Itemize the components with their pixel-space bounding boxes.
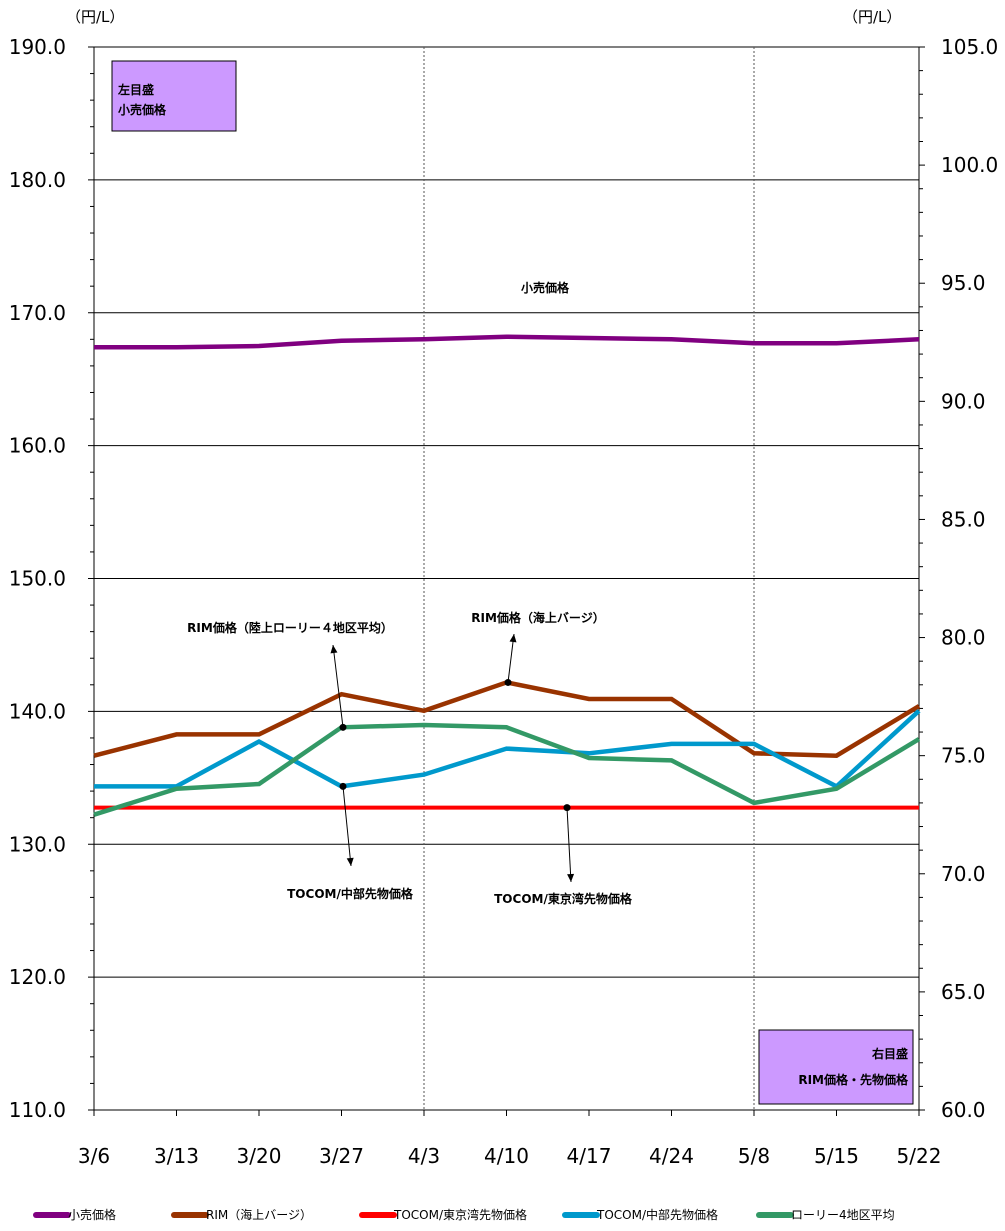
legend-label: RIM（海上バージ） (206, 1207, 312, 1222)
left-axis-box-line2: 小売価格 (118, 102, 167, 117)
left-tick-label: 180.0 (9, 168, 66, 192)
series-line (93, 722, 921, 817)
annotation-label: TOCOM/東京湾先物価格 (494, 891, 633, 906)
left-tick-label: 160.0 (9, 434, 66, 458)
legend-label: ローリー4地区平均 (791, 1208, 895, 1222)
right-tick-label: 85.0 (941, 507, 986, 531)
series-line (94, 334, 920, 350)
right-tick-label: 95.0 (941, 271, 986, 295)
left-tick-label: 170.0 (9, 301, 66, 325)
right-tick-label: 60.0 (941, 1098, 986, 1122)
annotation-arrow-line (342, 786, 352, 867)
x-tick-label: 5/15 (814, 1144, 859, 1168)
legend-label: TOCOM/東京湾先物価格 (393, 1207, 527, 1222)
legend-item: TOCOM/中部先物価格 (562, 1207, 718, 1222)
legend-item: 小売価格 (33, 1207, 116, 1222)
left-tick-label: 130.0 (9, 832, 66, 856)
axes: 110.0 120.0 130.0 140.0 150.0 160.0 170.0 180.0… (9, 35, 999, 1168)
legend: 小売価格 RIM（海上バージ） TOCOM/東京湾先物価格 TOCOM/中部先物価格 ロ… (33, 1207, 895, 1222)
series-line (93, 680, 921, 758)
left-tick-label: 150.0 (9, 567, 66, 591)
right-axis-box-line1: 右目盛 (871, 1046, 908, 1061)
right-tick-label: 105.0 (941, 35, 998, 59)
series-line (94, 709, 921, 790)
right-axis-box-line2: RIM価格・先物価格 (798, 1072, 909, 1087)
x-tick-label: 3/20 (237, 1144, 282, 1168)
x-tick-label: 3/6 (78, 1144, 110, 1168)
legend-label: 小売価格 (68, 1207, 116, 1222)
annotation-label: TOCOM/中部先物価格 (287, 886, 414, 901)
grid (94, 46, 919, 1111)
x-tick-label: 4/10 (484, 1144, 529, 1168)
legend-item: TOCOM/東京湾先物価格 (359, 1207, 527, 1222)
annotation-label: RIM価格（陸上ローリー４地区平均） (187, 620, 393, 635)
left-tick-label: 110.0 (9, 1098, 66, 1122)
right-unit-label: （円/L） (843, 8, 901, 26)
legend-label: TOCOM/中部先物価格 (596, 1207, 718, 1222)
annotation-label: RIM価格（海上バージ） (471, 610, 604, 625)
annotation-arrowhead (330, 645, 338, 654)
right-tick-label: 90.0 (941, 389, 986, 413)
right-axis-box: 右目盛 RIM価格・先物価格 (758, 1029, 914, 1105)
right-tick-label: 80.0 (941, 626, 986, 650)
annotation-arrow-line (566, 807, 572, 883)
left-tick-label: 140.0 (9, 699, 66, 723)
right-tick-label: 100.0 (941, 153, 998, 177)
annotation-arrowhead (346, 857, 354, 866)
annotation-arrow-line (332, 644, 344, 728)
annotations: 小売価格 RIM価格（陸上ローリー４地区平均） RIM価格（海上バージ） TOCOM/… (187, 280, 633, 906)
annotation-arrow-line (507, 633, 515, 683)
x-tick-label: 4/3 (408, 1144, 440, 1168)
x-tick-label: 3/27 (319, 1144, 364, 1168)
annotation-arrowhead (567, 873, 575, 882)
left-axis-box: 左目盛 小売価格 (111, 60, 237, 132)
x-tick-label: 5/8 (738, 1144, 770, 1168)
left-axis-box-line1: 左目盛 (117, 82, 154, 97)
left-tick-label: 120.0 (9, 965, 66, 989)
annotation-label: 小売価格 (521, 280, 570, 295)
legend-item: ローリー4地区平均 (756, 1208, 895, 1222)
right-tick-label: 75.0 (941, 744, 986, 768)
x-tick-label: 5/22 (897, 1144, 942, 1168)
series (93, 334, 921, 817)
right-tick-label: 65.0 (941, 980, 986, 1004)
annotation-arrowhead (509, 634, 517, 643)
x-tick-label: 4/24 (649, 1144, 694, 1168)
legend-item: RIM（海上バージ） (171, 1207, 312, 1222)
left-unit-label: （円/L） (66, 8, 124, 26)
right-tick-label: 70.0 (941, 862, 986, 886)
x-tick-label: 4/17 (567, 1144, 612, 1168)
left-tick-label: 190.0 (9, 35, 66, 59)
x-tick-label: 3/13 (154, 1144, 199, 1168)
